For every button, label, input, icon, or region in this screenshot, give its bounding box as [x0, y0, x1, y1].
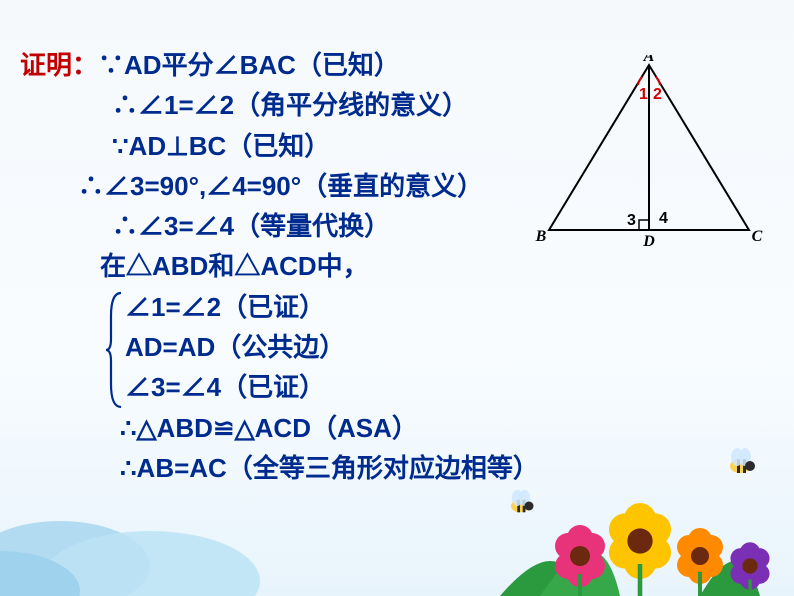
flower-icon — [555, 525, 605, 596]
flower-icon — [609, 503, 671, 596]
angle-2: 2 — [653, 86, 662, 103]
angle-1: 1 — [639, 86, 648, 103]
proof-line-10: ∴△ABD≌△ACD（ASA） — [20, 408, 570, 448]
proof-line-3: ∵AD⊥BC（已知） — [20, 126, 570, 166]
proof-line-8: AD=AD（公共边） — [125, 327, 570, 367]
proof-line-2: ∴∠1=∠2（角平分线的意义） — [20, 85, 570, 125]
proof-line-9: ∠3=∠4（已证） — [125, 367, 570, 407]
bracket-group: ∠1=∠2（已证） AD=AD（公共边） ∠3=∠4（已证） — [20, 287, 570, 408]
proof-line-6: 在△ABD和△ACD中， — [20, 246, 570, 286]
left-brace-icon — [105, 291, 123, 409]
flower-icon — [677, 528, 723, 596]
vertex-A: A — [643, 55, 655, 65]
proof-line-5: ∴∠3=∠4（等量代换） — [20, 206, 570, 246]
proof-line-4: ∴∠3=90°,∠4=90°（垂直的意义） — [20, 166, 570, 206]
vertex-B: B — [535, 228, 547, 245]
proof-text: 证明：∵AD平分∠BAC（已知） ∴∠1=∠2（角平分线的意义） ∵AD⊥BC（… — [20, 45, 570, 488]
angle-3: 3 — [627, 212, 636, 229]
vertex-C: C — [752, 228, 763, 245]
proof-line-1: 证明：∵AD平分∠BAC（已知） — [20, 45, 570, 85]
proof-label: 证明： — [20, 50, 98, 80]
vertex-D: D — [642, 233, 655, 250]
proof-line-7: ∠1=∠2（已证） — [125, 287, 570, 327]
triangle-figure: A B C D 1 2 3 4 — [529, 55, 769, 255]
angle-4: 4 — [659, 210, 668, 227]
bee-icon — [730, 448, 755, 473]
proof-line-11: ∴AB=AC（全等三角形对应边相等） — [20, 448, 570, 488]
flower-icon — [730, 542, 769, 596]
bee-icon — [511, 490, 534, 513]
